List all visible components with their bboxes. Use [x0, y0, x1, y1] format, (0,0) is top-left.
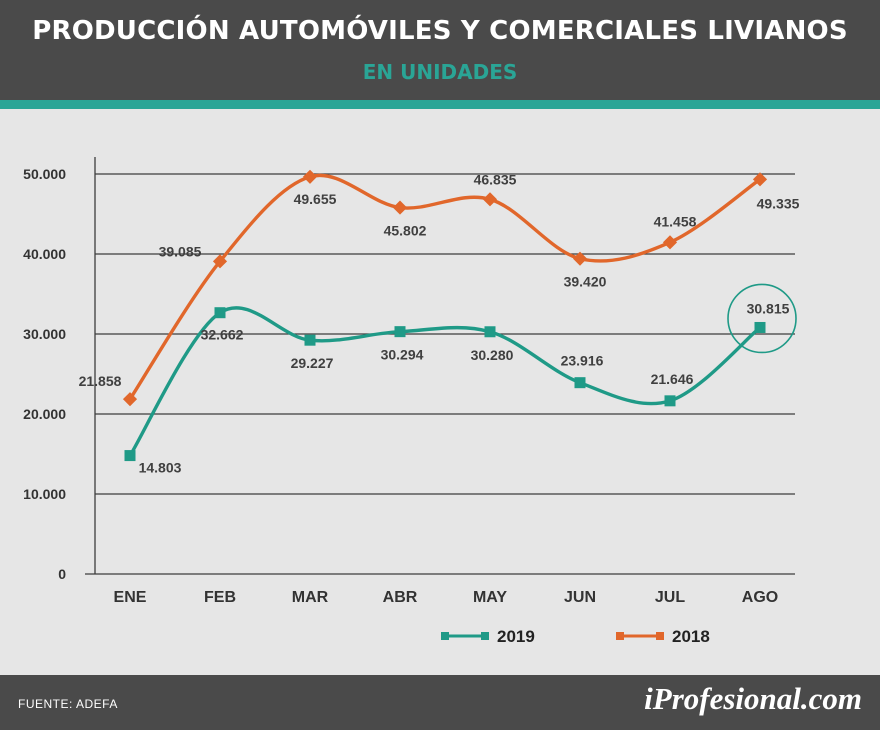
x-tick-label: JUL — [655, 589, 685, 606]
legend-marker-2019 — [441, 632, 449, 640]
data-label-2019: 32.662 — [201, 327, 244, 343]
data-label-2018: 45.802 — [384, 223, 427, 239]
data-point-2018 — [212, 254, 228, 269]
data-point-2018 — [482, 192, 498, 207]
data-label-2018: 49.335 — [757, 195, 800, 211]
data-label-2019: 21.646 — [651, 371, 694, 387]
x-tick-label: FEB — [204, 589, 236, 606]
data-label-2018: 39.085 — [159, 243, 202, 259]
data-point-2018 — [572, 251, 588, 266]
series-line-2018 — [128, 173, 762, 401]
data-label-2019: 23.916 — [561, 353, 604, 369]
data-label-2019: 30.280 — [471, 347, 514, 363]
brand-logo: iProfesional.com — [644, 681, 862, 716]
data-point-2019 — [574, 377, 586, 389]
y-tick-label: 20.000 — [23, 406, 66, 422]
legend-marker-2018 — [616, 632, 624, 640]
x-tick-label: ABR — [383, 589, 418, 606]
data-point-2019 — [754, 321, 766, 333]
data-label-2018: 41.458 — [654, 213, 697, 229]
y-tick-label: 30.000 — [23, 326, 66, 342]
legend-marker-2019 — [481, 632, 489, 640]
data-label-2018: 21.858 — [79, 373, 122, 389]
data-point-2018 — [752, 172, 768, 187]
data-point-2019 — [124, 450, 136, 462]
header: PRODUCCIÓN AUTOMÓVILES Y COMERCIALES LIV… — [0, 0, 880, 100]
x-tick-label: MAY — [473, 589, 507, 606]
line-chart: 0 10.000 20.000 30.000 40.000 50.000 ENE FEB MAR… — [23, 157, 800, 646]
data-label-2019: 30.815 — [747, 300, 790, 316]
footer: FUENTE: ADEFA iProfesional.com — [0, 675, 880, 730]
x-tick-label: JUN — [564, 589, 596, 606]
y-tick-label: 50.000 — [23, 166, 66, 182]
data-point-2018 — [392, 200, 408, 215]
legend-marker-2018 — [656, 632, 664, 640]
data-label-2018: 46.835 — [474, 171, 517, 187]
data-point-2018 — [302, 169, 318, 184]
data-point-2019 — [214, 307, 226, 319]
legend-label-2018: 2018 — [672, 627, 710, 646]
highlight-circle — [727, 283, 797, 354]
data-point-2019 — [304, 334, 316, 346]
source-note: FUENTE: ADEFA — [18, 697, 118, 711]
data-label-2019: 29.227 — [291, 355, 334, 371]
data-label-2019: 30.294 — [381, 347, 424, 363]
data-point-2019 — [394, 326, 406, 338]
data-point-2019 — [484, 326, 496, 338]
x-tick-label: ENE — [114, 589, 147, 606]
accent-bar — [0, 100, 880, 109]
data-point-2019 — [664, 395, 676, 407]
x-tick-label: AGO — [742, 589, 778, 606]
y-tick-label: 40.000 — [23, 246, 66, 262]
chart-subtitle: EN UNIDADES — [362, 60, 518, 84]
legend-label-2019: 2019 — [497, 627, 535, 646]
data-label-2018: 39.420 — [564, 274, 607, 290]
data-label-2019: 14.803 — [139, 460, 182, 476]
chart-title: PRODUCCIÓN AUTOMÓVILES Y COMERCIALES LIV… — [32, 16, 848, 46]
y-tick-label: 10.000 — [23, 486, 66, 502]
data-point-2018 — [662, 235, 678, 250]
data-point-2018 — [122, 392, 138, 407]
x-tick-label: MAR — [292, 589, 329, 606]
y-tick-label: 0 — [58, 566, 66, 582]
data-label-2018: 49.655 — [294, 191, 337, 207]
